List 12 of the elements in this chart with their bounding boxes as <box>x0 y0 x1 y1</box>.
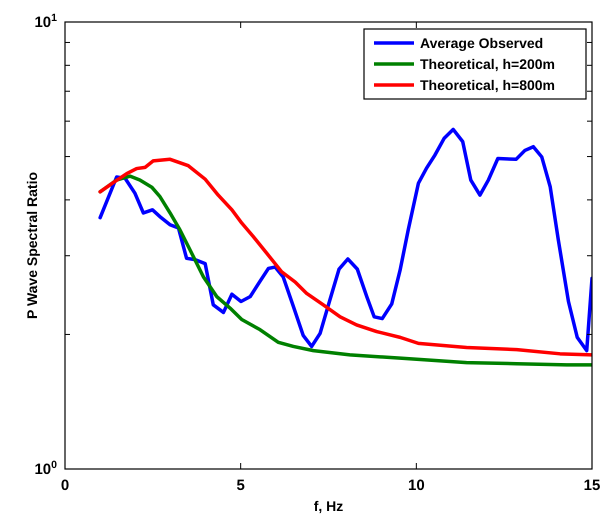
x-tick-label: 5 <box>236 477 245 494</box>
y-tick-label: 10$^{0}$ <box>34 459 58 478</box>
x-tick-label: 0 <box>60 477 70 494</box>
line-series <box>98 128 592 352</box>
x-tick-label: 10 <box>408 477 425 494</box>
x-tick-label: 15 <box>584 477 600 494</box>
legend-label: Theoretical, h=800m <box>420 77 556 93</box>
legend-label: Average Observed <box>420 35 544 51</box>
y-axis-title: P Wave Spectral Ratio <box>24 172 40 320</box>
y-tick-label: 10$^{1}$ <box>34 12 58 31</box>
x-axis-title: f, Hz <box>314 498 344 514</box>
legend-label: Theoretical, h=200m <box>420 56 556 72</box>
